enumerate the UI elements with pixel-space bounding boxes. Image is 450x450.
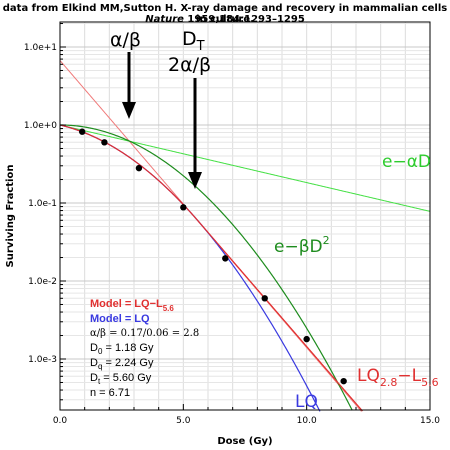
y-axis-title: Surviving Fraction xyxy=(5,165,16,268)
chart-source-citation: Nature 1959;184:1293–1295 xyxy=(0,14,450,25)
data-point xyxy=(222,255,229,262)
legend-d0-sub: 0 xyxy=(98,347,103,356)
lq-l-label-main: LQ xyxy=(357,366,380,386)
legend-n: n = 6.71 xyxy=(90,387,130,399)
x-tick-label: 0.0 xyxy=(53,416,68,426)
legend-model-lq-l-main: Model = LQ−L xyxy=(90,298,163,310)
alpha-beta-arrow-head xyxy=(122,102,136,119)
axis-ticks: 0.0 5.0 10.0 15.0 1.0e+1 1.0e+0 1.0e-1 1.0e-2 1.… xyxy=(24,23,440,426)
e-beta-label-main: e−βD xyxy=(274,237,323,257)
legend-dq-sub: q xyxy=(98,362,102,371)
y-tick-label: 1.0e+1 xyxy=(24,43,57,53)
x-tick-label: 15.0 xyxy=(420,416,440,426)
legend-dq: Dq = 2.24 Gy xyxy=(90,357,154,371)
data-point xyxy=(135,164,143,172)
data-point xyxy=(180,204,187,211)
legend-dt-value: = 5.60 Gy xyxy=(100,372,152,384)
legend-model-lq: Model = LQ xyxy=(90,313,150,325)
grid-lines xyxy=(60,22,430,410)
legend-dt: Dt = 5.60 Gy xyxy=(90,372,152,386)
lq-l-label-sub2: 5.6 xyxy=(421,376,439,389)
legend-dt-sub: t xyxy=(98,377,101,386)
y-tick-label: 1.0e-3 xyxy=(28,355,57,365)
legend-alpha-beta-ratio: α/β = 0.17/0.06 = 2.8 xyxy=(90,328,199,339)
beta-line xyxy=(60,124,353,411)
data-point xyxy=(101,139,108,146)
data-point xyxy=(79,128,86,135)
alpha-beta-label: α/β xyxy=(110,29,141,51)
citation-details: 1959;184:1293–1295 xyxy=(183,14,305,25)
chart-source-line: data from Elkind MM,Sutton H. X-ray dama… xyxy=(2,3,448,25)
lq-l-label-mid: −L xyxy=(397,366,421,386)
y-tick-label: 1.0e-2 xyxy=(28,277,57,287)
dt-arrow-head xyxy=(188,172,202,189)
e-beta-label: e−βD2 xyxy=(274,234,330,257)
legend-dt-main: D xyxy=(90,372,98,384)
y-tick-label: 1.0e-1 xyxy=(28,199,57,209)
legend-dq-main: D xyxy=(90,357,98,369)
x-tick-label: 10.0 xyxy=(297,416,317,426)
lq-l-curve xyxy=(59,124,363,412)
legend-d0-value: = 1.18 Gy xyxy=(102,342,154,354)
y-tick-label: 1.0e+0 xyxy=(24,121,57,131)
model-curves xyxy=(59,60,431,412)
data-point xyxy=(340,377,347,385)
x-tick-label: 5.0 xyxy=(176,416,191,426)
e-beta-label-sup: 2 xyxy=(323,234,330,247)
dt-label: DT xyxy=(182,28,205,54)
data-point xyxy=(303,335,310,343)
legend-model-lq-l-sub: 5.6 xyxy=(163,304,175,313)
journal-name: Nature xyxy=(145,14,184,25)
lq-l-curve-label: LQ2.8−L5.6 xyxy=(357,366,439,389)
legend-dq-value: = 2.24 Gy xyxy=(102,357,154,369)
data-point xyxy=(261,295,268,302)
e-alpha-label: e−αD xyxy=(382,152,431,172)
dt-label-sub: T xyxy=(196,39,205,54)
two-alpha-beta-label: 2α/β xyxy=(168,54,211,76)
dt-label-main: D xyxy=(182,28,197,50)
legend-d0-main: D xyxy=(90,342,98,354)
lq-curve-label: LQ xyxy=(295,392,318,412)
data-points xyxy=(79,128,347,385)
legend-d0: D0 = 1.18 Gy xyxy=(90,342,154,356)
alpha-line xyxy=(59,124,431,212)
x-axis-title: Dose (Gy) xyxy=(217,436,272,447)
plot-frame xyxy=(59,21,431,411)
legend-model-lq-l: Model = LQ−L5.6 xyxy=(90,298,174,313)
lq-l-label-sub1: 2.8 xyxy=(380,376,398,389)
